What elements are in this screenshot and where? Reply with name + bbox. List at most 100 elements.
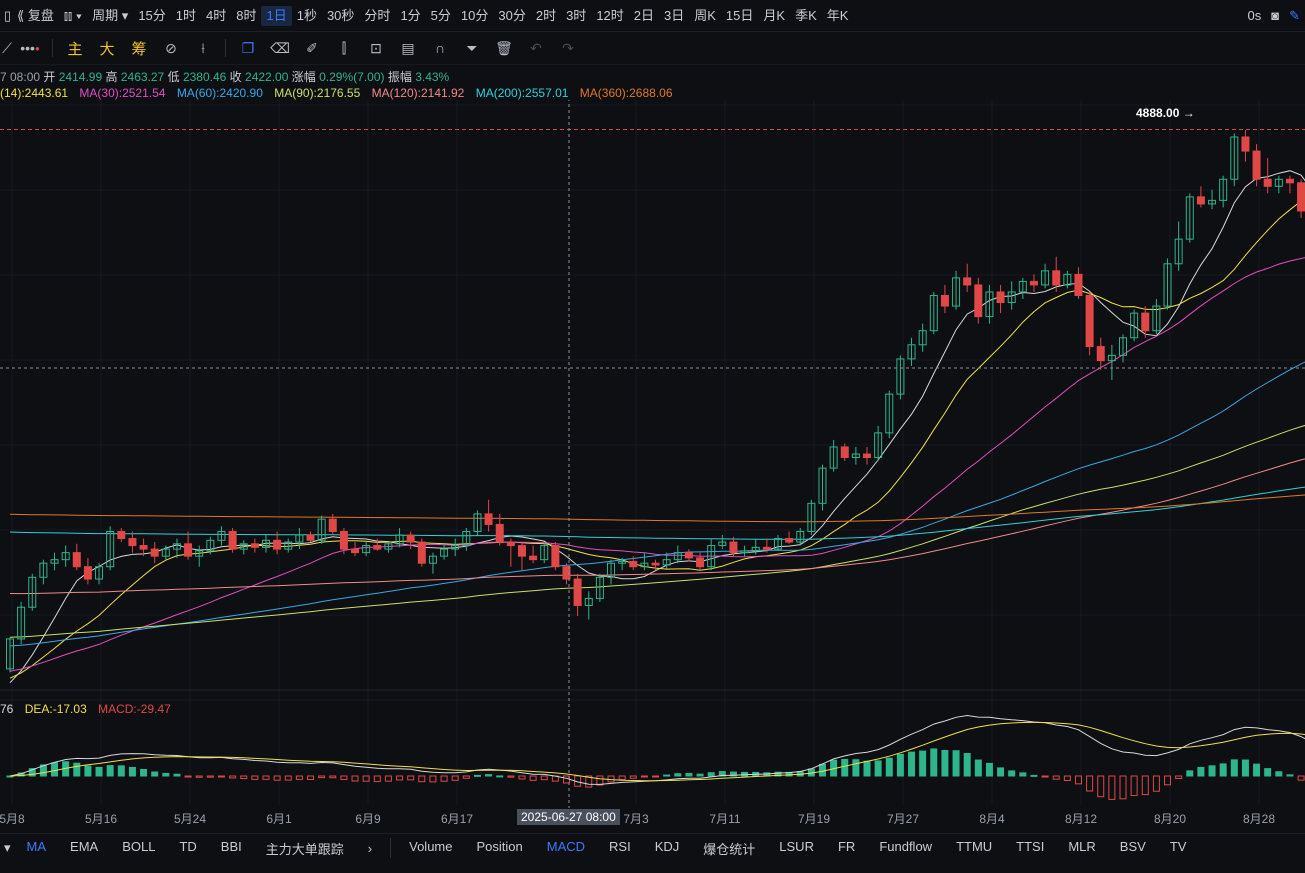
calendar-icon[interactable]: ▯ (4, 7, 12, 23)
macd-bar (885, 757, 893, 777)
macd-bar (429, 775, 437, 783)
note-icon[interactable]: ▤ (401, 39, 415, 56)
collapse-icon[interactable]: ▾ (4, 840, 11, 855)
macd-bar (28, 768, 36, 777)
magnet-icon[interactable]: ∩ (434, 40, 446, 56)
timeframe-19[interactable]: 月K (763, 7, 786, 23)
indicator-icon[interactable]: ⊘ (165, 39, 177, 56)
copy-icon[interactable]: ❐ (241, 39, 255, 56)
camera-icon[interactable]: ◙ (1271, 7, 1280, 23)
timeframe-5[interactable]: 1秒 (296, 7, 317, 23)
macd-bar (863, 760, 871, 777)
candlestick-chart[interactable] (0, 100, 1305, 810)
candle-body (529, 555, 538, 561)
sub-indicator-5[interactable]: 爆仓统计 (703, 841, 756, 857)
candle-body (1274, 178, 1283, 187)
period-dropdown[interactable]: 周期 ▾ (92, 7, 129, 23)
timeframe-3[interactable]: 8时 (236, 7, 257, 23)
main-indicator-3[interactable]: TD (179, 838, 197, 854)
redo-icon[interactable]: ↷ (562, 39, 574, 56)
timeframe-10[interactable]: 10分 (460, 7, 489, 23)
macd-bar (896, 753, 904, 777)
sub-indicator-11[interactable]: MLR (1068, 838, 1096, 854)
candles-icon[interactable]: ⫿ (341, 39, 347, 56)
candle-body (1252, 150, 1261, 180)
sub-indicator-3[interactable]: RSI (609, 838, 631, 854)
timeframe-15[interactable]: 2日 (633, 7, 655, 23)
timeframe-17[interactable]: 周K (694, 7, 716, 23)
candle-body (718, 541, 727, 547)
macd-bar (963, 753, 971, 777)
chip-toggle[interactable]: 筹 (131, 40, 147, 58)
timeframe-20[interactable]: 季K (795, 7, 817, 23)
candle-body (840, 446, 849, 459)
pen-icon[interactable]: ✐ (306, 39, 318, 56)
candle-body (128, 538, 137, 547)
sub-indicator-7[interactable]: FR (837, 838, 856, 854)
replay-icon: ⟪ (17, 7, 28, 23)
candle-body (61, 552, 70, 561)
main-indicator-2[interactable]: BOLL (122, 838, 156, 854)
candle-body (952, 277, 961, 307)
sub-indicator-8[interactable]: Fundflow (879, 838, 933, 854)
timeframe-0[interactable]: 15分 (138, 7, 166, 23)
sub-indicator-4[interactable]: KDJ (654, 838, 680, 854)
replay-button[interactable]: ⟪ 复盘 (17, 7, 54, 23)
ma-line-60 (9, 361, 1305, 647)
main-indicator-4[interactable]: BBI (220, 838, 242, 854)
timeframe-6[interactable]: 30秒 (326, 7, 355, 23)
candle-body (1219, 178, 1228, 201)
timeframe-9[interactable]: 5分 (430, 7, 451, 23)
timeframe-11[interactable]: 30分 (498, 7, 526, 23)
eraser-icon[interactable]: ⌫ (270, 39, 290, 56)
timeframe-1[interactable]: 1时 (175, 7, 197, 23)
timeframe-13[interactable]: 3时 (566, 7, 587, 23)
main-force-toggle[interactable]: 主 (67, 40, 83, 58)
candle-body (729, 541, 738, 554)
line-tool-icon[interactable]: ⟋ (2, 39, 12, 56)
undo-icon[interactable]: ↶ (530, 39, 542, 56)
timeframe-7[interactable]: 分时 (364, 7, 391, 23)
candle-body (629, 560, 638, 568)
trash-icon[interactable]: 🗑 (495, 39, 513, 56)
main-indicator-5[interactable]: 主力大单跟踪 (265, 841, 344, 857)
divider (225, 39, 226, 57)
timeframe-8[interactable]: 1分 (400, 7, 421, 23)
timeframe-2[interactable]: 4时 (206, 7, 227, 23)
sub-indicator-0[interactable]: Volume (409, 838, 453, 854)
timeframe-18[interactable]: 15日 (725, 7, 754, 23)
candle-body (573, 578, 582, 606)
main-indicator-0[interactable]: MA (26, 838, 47, 854)
timeframe-14[interactable]: 12时 (596, 7, 624, 23)
sub-indicator-13[interactable]: TV (1169, 838, 1187, 854)
timeframe-4[interactable]: 1日 (261, 5, 292, 26)
timeframe-12[interactable]: 2时 (535, 7, 557, 23)
chevron-right-icon[interactable]: › (367, 840, 373, 856)
timeframe-16[interactable]: 3日 (664, 7, 685, 23)
lock-icon[interactable]: ⊡ (370, 39, 382, 56)
sub-indicator-9[interactable]: TTMU (956, 838, 993, 854)
chart-type-button[interactable]: ⫾⫾ ▾ (63, 7, 83, 23)
main-indicator-1[interactable]: EMA (70, 838, 99, 854)
candle-body (28, 576, 37, 608)
macd-bar (262, 775, 270, 780)
macd-bar (1241, 759, 1249, 777)
large-order-toggle[interactable]: 大 (99, 40, 115, 58)
sub-indicator-12[interactable]: BSV (1119, 838, 1146, 854)
sub-indicator-6[interactable]: LSUR (779, 838, 814, 854)
sub-indicator-10[interactable]: TTSI (1016, 838, 1045, 854)
macd-bar (462, 775, 470, 779)
sub-indicator-1[interactable]: Position (476, 838, 523, 854)
filter-icon[interactable]: ⏷ (466, 39, 478, 56)
candle-body (406, 534, 415, 543)
sub-indicator-2[interactable]: MACD (546, 838, 586, 854)
more-tools-icon[interactable]: ••• ● (20, 40, 40, 56)
macd-bar (451, 775, 459, 781)
macd-bar (997, 767, 1005, 777)
edit-icon[interactable]: ✎ (1289, 7, 1300, 23)
macd-dif-line (9, 714, 1305, 785)
macd-bar (729, 771, 737, 777)
timeframe-21[interactable]: 年K (826, 7, 849, 23)
macd-bar (618, 775, 626, 781)
ruler-icon[interactable]: ⟊ (201, 39, 205, 56)
